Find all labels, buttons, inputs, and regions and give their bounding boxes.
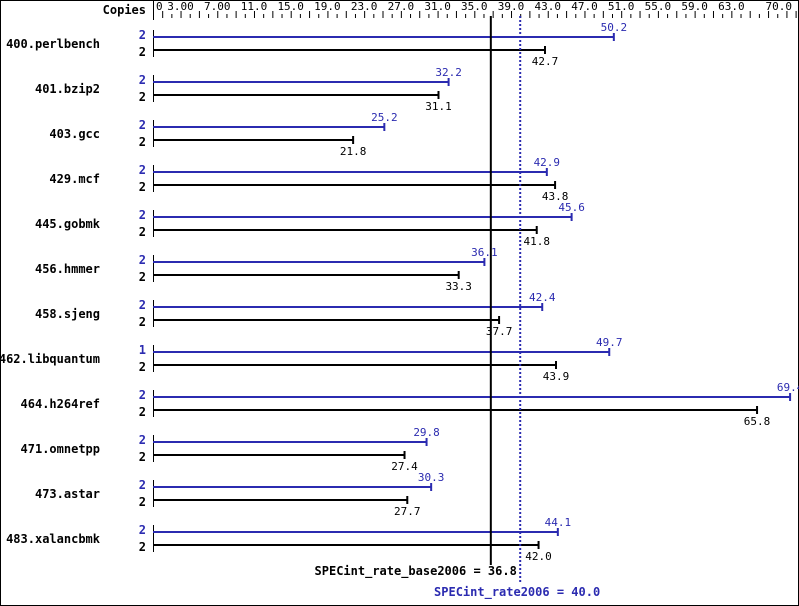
x-tick-label: 70.0 — [766, 0, 793, 13]
x-axis: 0 3.00 7.00 11.0 15.0 19.0 23.0 27.0 31.0 35.0 39.… — [153, 0, 797, 18]
x-tick-label: 47.0 — [571, 0, 598, 13]
x-tick-label: 35.0 — [461, 0, 488, 13]
peak-copies: 2 — [139, 163, 146, 177]
peak-value-label: 42.9 — [534, 156, 561, 169]
base-copies: 2 — [139, 450, 146, 464]
base-value-label: 27.4 — [391, 460, 418, 473]
peak-copies: 2 — [139, 478, 146, 492]
benchmark-row: 445.gobmk 2 2 45.6 41.8 — [35, 201, 585, 248]
x-tick-label: 59.0 — [681, 0, 708, 13]
peak-value-label: 44.1 — [545, 516, 572, 529]
peak-copies: 2 — [139, 253, 146, 267]
peak-value-label: 45.6 — [558, 201, 585, 214]
base-value-label: 33.3 — [445, 280, 472, 293]
base-value-label: 41.8 — [523, 235, 550, 248]
base-copies: 2 — [139, 315, 146, 329]
benchmark-row: 462.libquantum 1 2 49.7 43.9 — [0, 336, 622, 383]
x-tick-label: 31.0 — [424, 0, 451, 13]
benchmark-label: 473.astar — [35, 487, 100, 501]
peak-copies: 2 — [139, 433, 146, 447]
benchmark-label: 464.h264ref — [21, 397, 100, 411]
benchmark-label: 471.omnetpp — [21, 442, 100, 456]
base-copies: 2 — [139, 225, 146, 239]
base-value-label: 31.1 — [425, 100, 452, 113]
benchmark-label: 456.hmmer — [35, 262, 100, 276]
peak-reference-label: SPECint_rate2006 = 40.0 — [434, 585, 600, 600]
reference-lines: SPECint_rate_base2006 = 36.8 SPECint_rate… — [315, 16, 600, 600]
peak-value-label: 42.4 — [529, 291, 556, 304]
x-tick-label: 55.0 — [645, 0, 672, 13]
peak-value-label: 32.2 — [435, 66, 462, 79]
peak-value-label: 49.7 — [596, 336, 623, 349]
benchmark-label: 483.xalancbmk — [6, 532, 101, 546]
benchmark-label: 400.perlbench — [6, 37, 100, 51]
x-tick-label: 3.00 — [167, 0, 194, 13]
benchmark-label: 429.mcf — [49, 172, 100, 186]
base-copies: 2 — [139, 270, 146, 284]
base-copies: 2 — [139, 90, 146, 104]
x-tick-label: 0 — [156, 0, 163, 13]
benchmark-row: 483.xalancbmk 2 2 44.1 42.0 — [6, 516, 571, 563]
benchmark-label: 458.sjeng — [35, 307, 100, 321]
benchmark-row: 471.omnetpp 2 2 29.8 27.4 — [21, 426, 440, 473]
benchmark-row: 401.bzip2 2 2 32.2 31.1 — [35, 66, 462, 113]
benchmark-row: 429.mcf 2 2 42.9 43.8 — [49, 156, 568, 203]
x-tick-label: 19.0 — [314, 0, 341, 13]
base-copies: 2 — [139, 180, 146, 194]
x-tick-label: 63.0 — [718, 0, 745, 13]
base-value-label: 65.8 — [744, 415, 771, 428]
peak-value-label: 69.4 — [777, 381, 799, 394]
peak-value-label: 29.8 — [413, 426, 440, 439]
copies-header: Copies — [103, 3, 146, 17]
benchmark-row: 473.astar 2 2 30.3 27.7 — [35, 471, 444, 518]
peak-value-label: 30.3 — [418, 471, 445, 484]
benchmark-label: 401.bzip2 — [35, 82, 100, 96]
base-copies: 2 — [139, 45, 146, 59]
base-copies: 2 — [139, 135, 146, 149]
x-tick-label: 23.0 — [351, 0, 378, 13]
peak-copies: 2 — [139, 73, 146, 87]
x-tick-label: 39.0 — [498, 0, 525, 13]
base-value-label: 27.7 — [394, 505, 421, 518]
base-reference-label: SPECint_rate_base2006 = 36.8 — [315, 564, 517, 579]
peak-copies: 1 — [139, 343, 146, 357]
base-copies: 2 — [139, 495, 146, 509]
peak-value-label: 25.2 — [371, 111, 398, 124]
base-copies: 2 — [139, 360, 146, 374]
peak-copies: 2 — [139, 298, 146, 312]
x-tick-label: 15.0 — [277, 0, 304, 13]
base-copies: 2 — [139, 405, 146, 419]
x-tick-label: 51.0 — [608, 0, 635, 13]
peak-copies: 2 — [139, 208, 146, 222]
base-value-label: 21.8 — [340, 145, 367, 158]
benchmark-label: 462.libquantum — [0, 352, 100, 366]
benchmark-row: 403.gcc 2 2 25.2 21.8 — [49, 111, 397, 158]
peak-copies: 2 — [139, 118, 146, 132]
x-tick-label: 43.0 — [534, 0, 561, 13]
benchmark-label: 445.gobmk — [35, 217, 101, 231]
x-tick-label: 27.0 — [388, 0, 415, 13]
base-value-label: 37.7 — [486, 325, 513, 338]
peak-copies: 2 — [139, 523, 146, 537]
peak-copies: 2 — [139, 28, 146, 42]
benchmark-row: 464.h264ref 2 2 69.4 65.8 — [21, 381, 799, 428]
x-tick-label: 7.00 — [204, 0, 231, 13]
x-tick-label: 11.0 — [241, 0, 268, 13]
base-value-label: 42.7 — [532, 55, 559, 68]
base-copies: 2 — [139, 540, 146, 554]
peak-value-label: 50.2 — [601, 21, 628, 34]
benchmark-row: 458.sjeng 2 2 42.4 37.7 — [35, 291, 556, 338]
base-value-label: 43.9 — [543, 370, 570, 383]
base-value-label: 42.0 — [525, 550, 552, 563]
benchmark-row: 400.perlbench 2 2 50.2 42.7 — [6, 21, 627, 68]
peak-value-label: 36.1 — [471, 246, 498, 259]
base-value-label: 43.8 — [542, 190, 569, 203]
peak-copies: 2 — [139, 388, 146, 402]
benchmark-label: 403.gcc — [49, 127, 100, 141]
bars: 400.perlbench 2 2 50.2 42.7 401.bzip2 2 2 32.2 31… — [0, 21, 799, 563]
